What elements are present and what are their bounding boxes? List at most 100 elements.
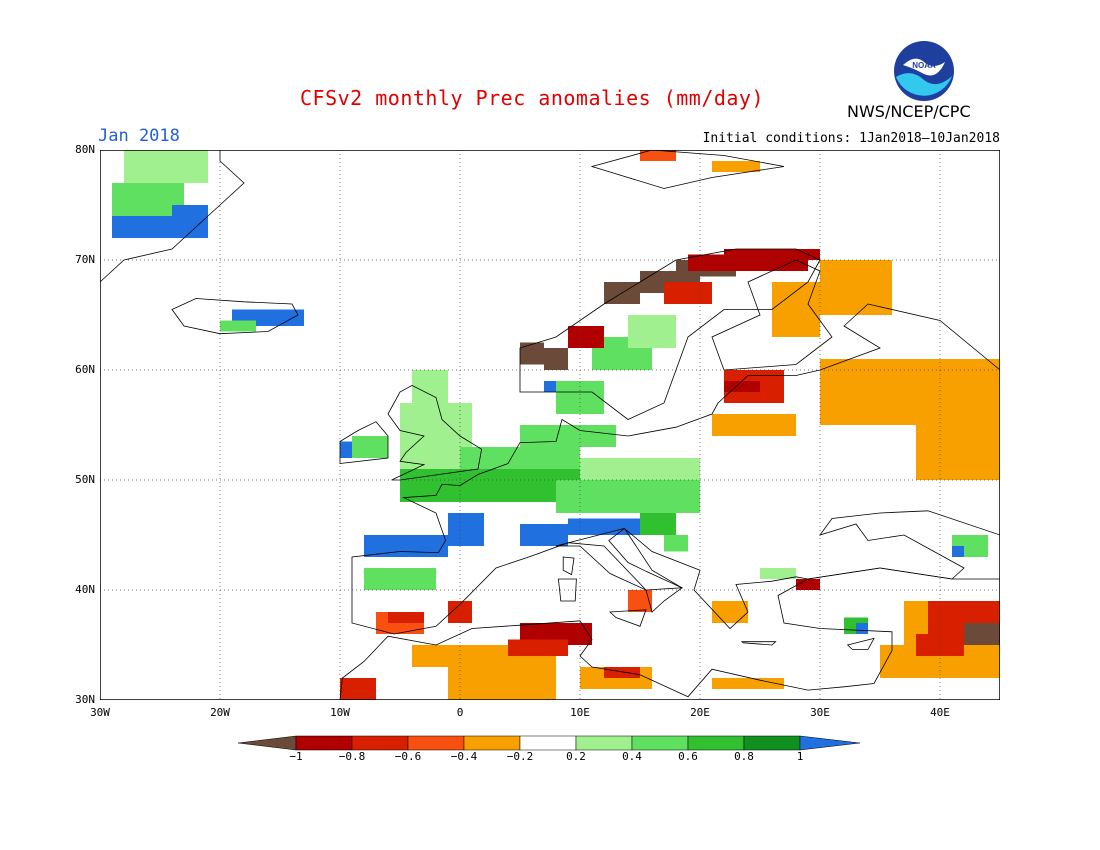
colorbar-label: 0.8 bbox=[734, 750, 754, 763]
coastline-iceland bbox=[171, 298, 299, 335]
coastline-greenland bbox=[100, 150, 245, 283]
anomaly-cell bbox=[952, 546, 964, 557]
noaa-logo-icon: NOAA bbox=[894, 41, 954, 101]
coastline-sicily bbox=[609, 609, 647, 627]
colorbar-segment bbox=[519, 735, 577, 751]
colorbar-segment bbox=[463, 735, 521, 751]
colorbar-high-arrow bbox=[799, 735, 861, 751]
anomaly-cell bbox=[664, 535, 688, 552]
anomaly-cell bbox=[628, 315, 676, 348]
coastline-cyprus bbox=[846, 637, 875, 650]
lon-tick-label: 30W bbox=[90, 706, 110, 719]
anomaly-cell bbox=[916, 392, 1000, 480]
colorbar-label: −0.8 bbox=[338, 750, 366, 763]
anomaly-cell bbox=[448, 601, 472, 623]
anomaly-cell bbox=[448, 513, 484, 546]
anomaly-cell bbox=[364, 535, 448, 557]
colorbar-segment bbox=[743, 735, 801, 751]
anomaly-cell bbox=[820, 260, 892, 315]
anomaly-cell bbox=[712, 161, 760, 172]
colorbar-segment bbox=[687, 735, 745, 751]
colorbar-label: 0.4 bbox=[622, 750, 642, 763]
org-label: NWS/NCEP/CPC bbox=[847, 102, 971, 121]
anomaly-cell bbox=[724, 249, 820, 260]
colorbar-label: −0.2 bbox=[506, 750, 534, 763]
anomaly-cell bbox=[412, 645, 448, 667]
anomaly-cell bbox=[520, 342, 544, 365]
anomaly-cell bbox=[724, 381, 760, 392]
coastline-italy-peninsula bbox=[555, 528, 683, 613]
anomaly-cell bbox=[400, 469, 580, 502]
lat-tick-label: 30N bbox=[75, 693, 95, 706]
colorbar-segment bbox=[407, 735, 465, 751]
anomaly-cell bbox=[460, 447, 580, 469]
colorbar-label: 0.6 bbox=[678, 750, 698, 763]
anomaly-cell bbox=[364, 568, 436, 590]
colorbar-label: 1 bbox=[796, 750, 804, 763]
colorbar-label: −0.4 bbox=[450, 750, 478, 763]
lon-tick-label: 30E bbox=[810, 706, 830, 719]
anomaly-cell bbox=[556, 480, 700, 513]
anomaly-cell bbox=[124, 150, 208, 183]
anomaly-cell bbox=[916, 634, 964, 656]
coastline-great-britain bbox=[387, 384, 483, 481]
coastline-continent bbox=[351, 303, 1000, 635]
colorbar-label: −1 bbox=[289, 750, 303, 763]
colorbar-label: 0.2 bbox=[566, 750, 586, 763]
anomaly-cells-layer bbox=[112, 150, 1000, 700]
lat-tick-label: 60N bbox=[75, 363, 95, 376]
anomaly-cell bbox=[520, 524, 568, 546]
lon-tick-label: 20W bbox=[210, 706, 230, 719]
anomaly-cell bbox=[520, 425, 616, 447]
colorbar-segment bbox=[351, 735, 409, 751]
anomaly-cell bbox=[556, 381, 604, 414]
month-label: Jan 2018 bbox=[98, 126, 180, 146]
coastline-scandinavia bbox=[519, 248, 821, 420]
lon-tick-label: 40E bbox=[930, 706, 950, 719]
anomaly-cell bbox=[796, 579, 820, 590]
colorbar bbox=[238, 735, 861, 751]
colorbar-label: −0.6 bbox=[394, 750, 422, 763]
anomaly-cell bbox=[220, 320, 256, 332]
anomaly-cell bbox=[544, 348, 568, 370]
anomaly-cell bbox=[172, 205, 208, 238]
anomaly-cell bbox=[340, 678, 376, 700]
initial-conditions-label: Initial conditions: 1Jan2018–10Jan2018 bbox=[702, 131, 1000, 146]
chart-title: CFSv2 monthly Prec anomalies (mm/day) bbox=[300, 86, 765, 110]
lat-tick-label: 80N bbox=[75, 143, 95, 156]
anomaly-cell bbox=[568, 326, 604, 348]
anomaly-cell bbox=[580, 458, 700, 480]
lon-tick-label: 10W bbox=[330, 706, 350, 719]
lat-tick-label: 70N bbox=[75, 253, 95, 266]
lon-tick-label: 10E bbox=[570, 706, 590, 719]
anomaly-cell bbox=[412, 370, 448, 414]
noaa-logo-text: NOAA bbox=[912, 61, 936, 70]
lat-tick-label: 50N bbox=[75, 473, 95, 486]
anomaly-cell bbox=[112, 216, 172, 238]
coastline-ireland bbox=[339, 421, 389, 464]
lat-tick-label: 40N bbox=[75, 583, 95, 596]
anomaly-cell bbox=[508, 639, 568, 656]
coastline-sardinia bbox=[557, 578, 577, 602]
anomaly-cell bbox=[388, 612, 424, 623]
coastline-crete bbox=[740, 641, 777, 646]
anomaly-cell bbox=[340, 441, 352, 458]
anomaly-cell bbox=[628, 590, 652, 612]
anomaly-cell bbox=[604, 667, 640, 678]
anomaly-cell bbox=[664, 282, 712, 304]
anomaly-cell bbox=[856, 623, 868, 634]
colorbar-segment bbox=[631, 735, 689, 751]
anomaly-cell bbox=[640, 513, 676, 535]
coastline-svalbard bbox=[590, 150, 785, 189]
anomaly-cell bbox=[712, 414, 796, 436]
coastline-corsica bbox=[562, 556, 575, 576]
lon-tick-label: 20E bbox=[690, 706, 710, 719]
anomaly-cell bbox=[712, 601, 748, 623]
anomaly-cell bbox=[712, 678, 784, 689]
anomaly-cell bbox=[568, 518, 640, 535]
colorbar-low-arrow bbox=[238, 735, 297, 751]
anomaly-cell bbox=[760, 568, 796, 579]
anomaly-cell bbox=[640, 150, 676, 161]
colorbar-segment bbox=[575, 735, 633, 751]
lon-tick-label: 0 bbox=[456, 706, 464, 719]
